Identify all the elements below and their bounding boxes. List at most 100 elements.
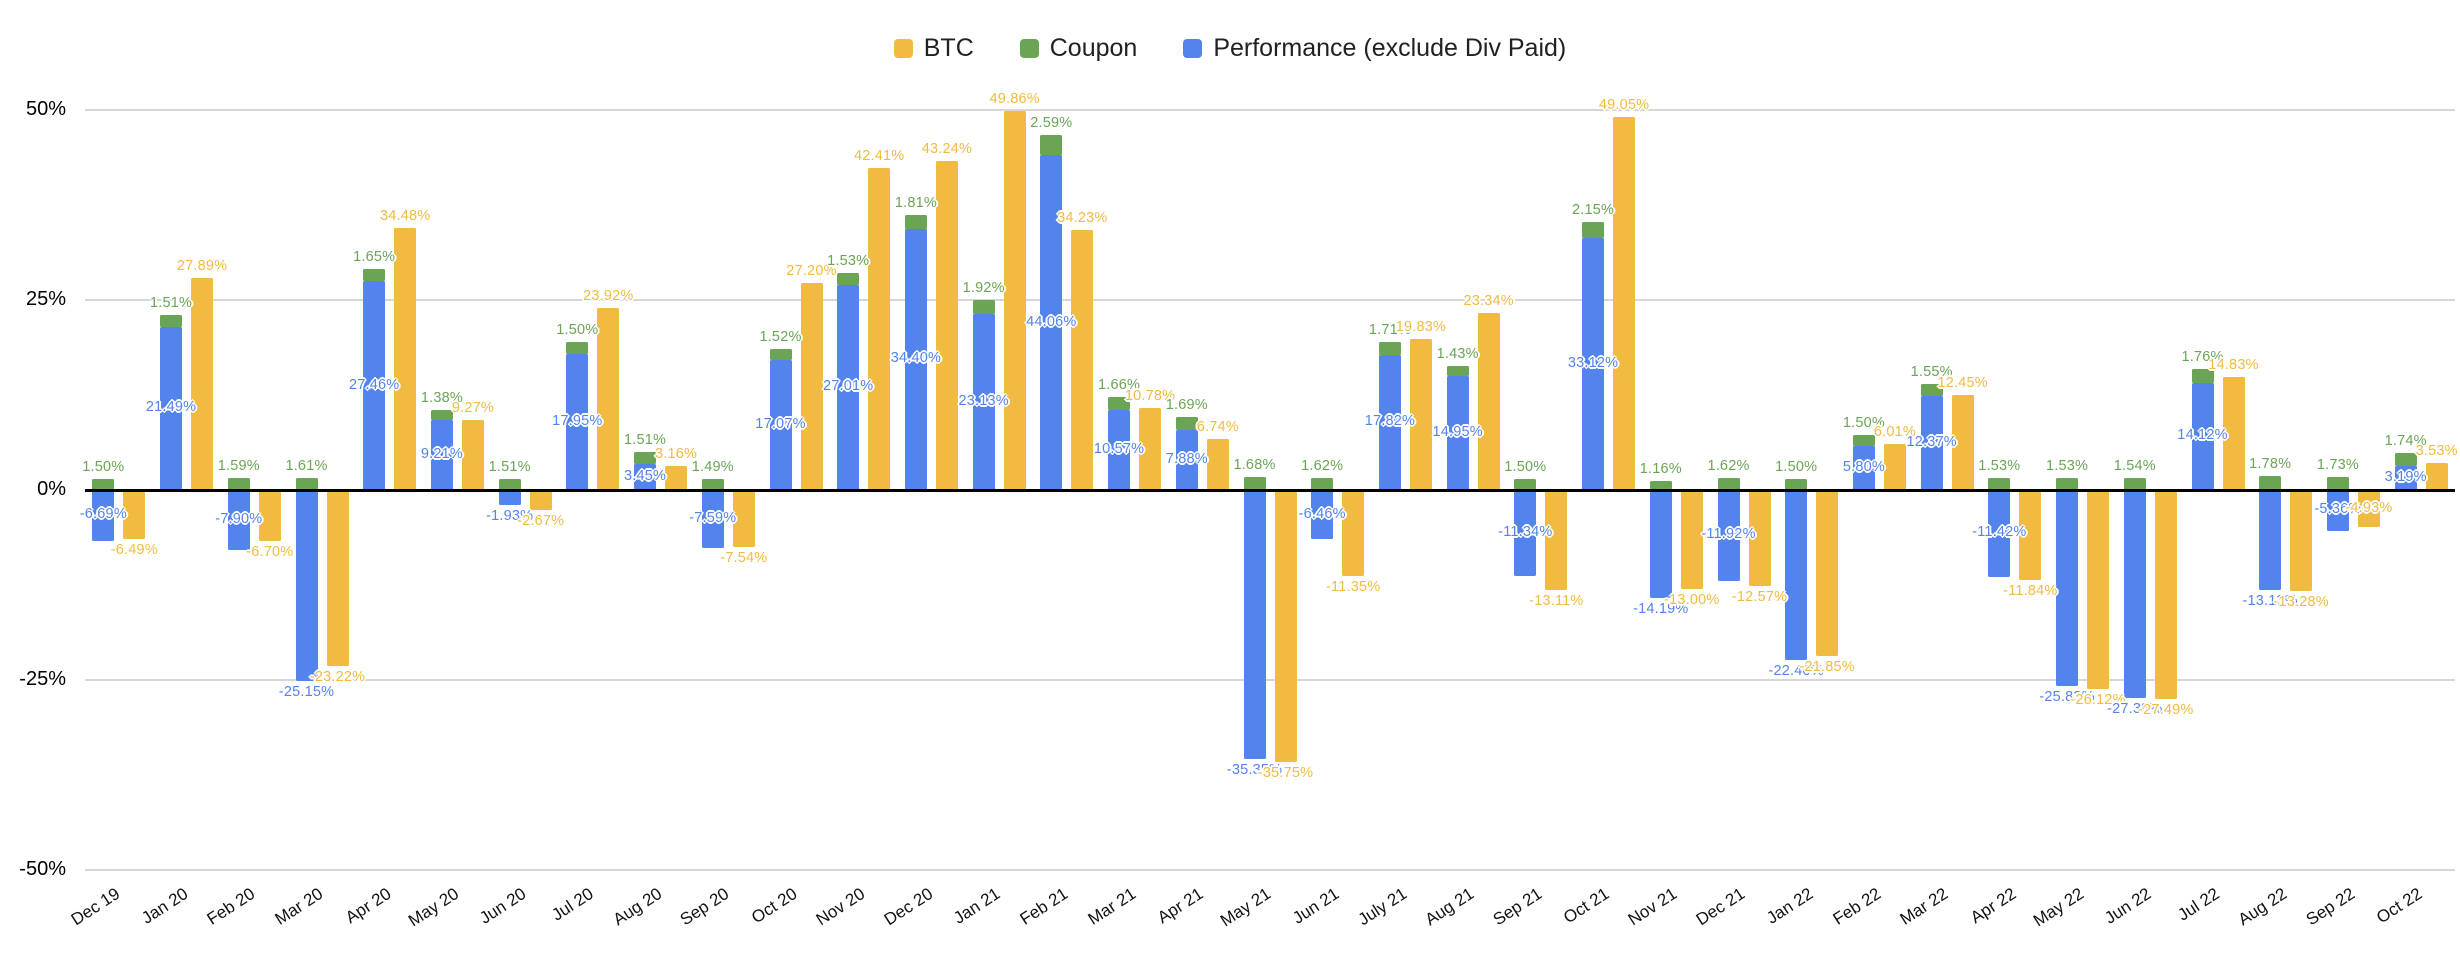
- performance-value-label: -11.92%: [1701, 526, 1756, 543]
- performance-value-label: -25.15%: [278, 684, 335, 701]
- x-axis-tick-label: Jan 21: [950, 884, 1004, 928]
- btc-value-label: 9.27%: [451, 399, 494, 416]
- performance-value-label: -7.59%: [689, 509, 737, 526]
- performance-value-label: -22.40%: [1768, 663, 1824, 680]
- performance-value-label: -13.13%: [2242, 592, 2298, 609]
- coupon-bar: [430, 409, 453, 420]
- coupon-bar: [2191, 369, 2214, 383]
- btc-value-label: -12.57%: [1731, 588, 1788, 605]
- coupon-bar: [2326, 476, 2349, 490]
- coupon-bar: [2394, 452, 2417, 466]
- btc-value-label: 49.86%: [989, 91, 1040, 108]
- btc-bar: [1139, 408, 1162, 490]
- coupon-bar: [295, 477, 318, 490]
- x-axis-tick-label: Jun 21: [1288, 884, 1343, 928]
- btc-value-label: 19.83%: [1395, 319, 1447, 336]
- coupon-value-label: 1.50%: [82, 458, 125, 475]
- x-axis-tick-label: Sep 22: [2302, 884, 2358, 930]
- performance-bar: [295, 490, 318, 682]
- x-axis-tick-label: Dec 21: [1692, 884, 1749, 930]
- btc-value-label: 14.83%: [2208, 357, 2259, 374]
- btc-bar: [394, 227, 417, 490]
- coupon-value-label: 1.69%: [1165, 397, 1208, 414]
- performance-bar: [1514, 490, 1537, 577]
- btc-bar: [597, 308, 620, 490]
- btc-value-label: 3.53%: [2415, 443, 2458, 460]
- legend-item-performance-exclude-div-paid[interactable]: Performance (exclude Div Paid): [1183, 34, 1566, 63]
- performance-value-label: 21.49%: [145, 399, 197, 416]
- btc-bar: [1748, 490, 1771, 586]
- performance-value-label: 12.37%: [1906, 433, 1957, 450]
- btc-bar: [665, 465, 688, 490]
- btc-bar: [2087, 490, 2110, 689]
- btc-value-label: -11.35%: [1326, 579, 1381, 596]
- btc-value-label: 6.01%: [1873, 424, 1916, 441]
- performance-bar: [2123, 490, 2146, 699]
- x-axis-line: [85, 488, 2455, 492]
- coupon-bar: [1446, 365, 1469, 377]
- coupon-bar: [1852, 434, 1875, 446]
- coupon-bar: [972, 299, 995, 315]
- performance-value-label: -11.34%: [1498, 524, 1553, 541]
- performance-bar: [2191, 382, 2214, 490]
- performance-value-label: -5.36%: [2314, 501, 2362, 518]
- x-axis-tick-label: July 21: [1354, 884, 1410, 930]
- coupon-value-label: 1.16%: [1639, 461, 1682, 478]
- btc-bar: [191, 278, 214, 490]
- btc-bar: [732, 490, 755, 548]
- performance-value-label: 10.57%: [1093, 440, 1145, 457]
- performance-bar: [837, 284, 860, 490]
- btc-bar: [258, 490, 281, 541]
- coupon-bar: [1175, 417, 1198, 431]
- btc-bar: [2019, 490, 2042, 580]
- performance-bar: [1175, 430, 1198, 490]
- coupon-bar: [1582, 221, 1605, 239]
- performance-bar: [1582, 238, 1605, 490]
- performance-bar: [498, 490, 521, 505]
- btc-value-label: -11.84%: [2003, 582, 2058, 599]
- btc-value-label: 34.23%: [1057, 209, 1108, 226]
- coupon-bar: [1108, 397, 1131, 410]
- performance-bar: [1988, 490, 2011, 577]
- y-axis-tick-label: -25%: [19, 668, 66, 690]
- coupon-value-label: 2.59%: [1030, 115, 1073, 132]
- coupon-bar: [1514, 478, 1537, 490]
- btc-value-label: 10.78%: [1124, 388, 1176, 405]
- coupon-value-label: 1.61%: [285, 457, 328, 474]
- x-axis-tick-label: Sep 21: [1489, 884, 1546, 930]
- performance-bar: [430, 420, 453, 490]
- x-axis-tick-label: Oct 21: [1560, 884, 1613, 928]
- btc-value-label: -27.49%: [2138, 701, 2194, 718]
- coupon-value-label: 1.51%: [150, 295, 193, 312]
- coupon-bar: [566, 342, 589, 354]
- btc-bar: [123, 490, 146, 540]
- x-axis-tick-label: Aug 22: [2234, 884, 2291, 930]
- coupon-value-label: 1.50%: [556, 322, 599, 339]
- performance-value-label: 17.07%: [755, 416, 806, 433]
- legend-item-btc[interactable]: BTC: [893, 34, 974, 63]
- x-axis-tick-label: Sep 20: [677, 884, 733, 930]
- coupon-value-label: 1.81%: [894, 194, 937, 211]
- performance-bar: [1852, 445, 1875, 490]
- y-gridline: [85, 869, 2455, 871]
- y-axis-tick-label: 50%: [25, 98, 66, 120]
- performance-value-label: -11.42%: [1972, 524, 2027, 541]
- performance-value-label: 14.95%: [1432, 424, 1483, 441]
- x-axis-tick-label: Mar 20: [271, 884, 327, 929]
- btc-value-label: -21.85%: [1799, 659, 1855, 676]
- coupon-bar: [498, 478, 521, 490]
- performance-bar: [566, 353, 589, 490]
- x-axis-tick-label: Dec 19: [67, 884, 124, 930]
- coupon-value-label: 1.59%: [217, 457, 260, 474]
- coupon-bar: [1378, 341, 1401, 355]
- legend-item-coupon[interactable]: Coupon: [1019, 34, 1137, 63]
- x-axis-tick-label: Mar 21: [1084, 884, 1139, 929]
- coupon-value-label: 1.49%: [691, 458, 734, 475]
- btc-value-label: -13.00%: [1664, 591, 1720, 608]
- coupon-value-label: 1.66%: [1098, 377, 1141, 394]
- btc-bar: [2154, 490, 2177, 699]
- btc-bar: [461, 419, 484, 490]
- coupon-value-label: 1.51%: [488, 458, 531, 475]
- coupon-value-label: 1.73%: [2316, 456, 2359, 473]
